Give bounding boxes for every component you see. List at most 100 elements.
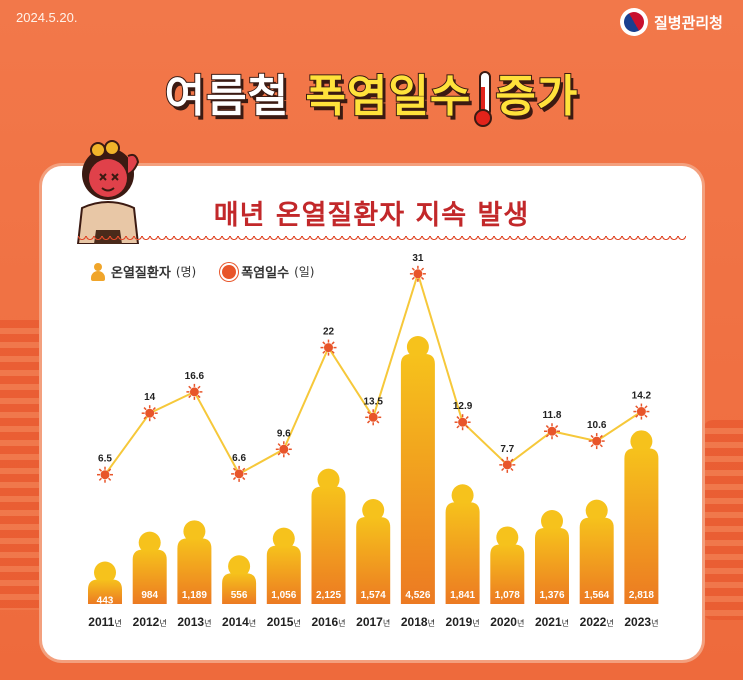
x-tick-label-2012: 2012년: [133, 615, 167, 629]
background-decoration-right: [703, 420, 743, 620]
title-white: 여름철: [164, 70, 290, 123]
bar-head-2015: [272, 527, 295, 550]
heat-days-marker-2023: [633, 403, 650, 420]
heat-days-marker-2015: [275, 441, 292, 458]
bar-value-label-2021: 1,376: [539, 590, 564, 601]
bar-head-2014: [228, 555, 251, 578]
heat-days-value-label-2022: 10.6: [587, 420, 607, 431]
heat-days-marker-2012: [141, 405, 158, 422]
bar-head-2013: [183, 520, 206, 543]
bar-value-label-2016: 2,125: [316, 590, 341, 601]
bar-head-2023: [630, 430, 653, 453]
bar-value-label-2013: 1,189: [182, 590, 207, 601]
bar-head-2018: [406, 336, 429, 358]
person-icon: [90, 262, 106, 281]
bar-2020: [490, 544, 525, 604]
heat-days-value-label-2018: 31: [412, 253, 424, 264]
heat-days-marker-2017: [365, 409, 382, 426]
x-tick-label-2020: 2020년: [490, 615, 524, 629]
bar-value-label-2017: 1,574: [361, 590, 386, 601]
bar-2011: [88, 579, 122, 604]
bar-value-label-2020: 1,078: [495, 590, 520, 601]
bar-value-label-2018: 4,526: [405, 590, 430, 601]
x-tick-label-2019: 2019년: [446, 615, 480, 629]
heat-days-value-label-2019: 12.9: [453, 401, 473, 412]
legend-heat-label: 폭염일수: [241, 266, 290, 281]
x-tick-label-2018: 2018년: [401, 615, 435, 629]
title-yellow-b: 증가: [494, 70, 579, 123]
bar-2019: [445, 502, 480, 604]
heat-days-value-label-2015: 9.6: [277, 428, 291, 439]
page-title: 여름철 폭염일수 증가: [0, 60, 743, 127]
legend-heat-unit: (일): [294, 265, 315, 279]
x-tick-label-2014: 2014년: [222, 615, 256, 629]
sun-icon: [222, 264, 237, 279]
org-name: 질병관리청: [653, 13, 723, 32]
bar-2016: [311, 486, 346, 604]
bar-value-label-2014: 556: [231, 590, 248, 601]
heat-days-value-label-2020: 7.7: [500, 444, 514, 455]
bar-head-2021: [541, 509, 563, 532]
bar-head-2011: [94, 561, 116, 584]
x-tick-label-2022: 2022년: [580, 615, 614, 629]
hot-person-illustration-icon: [76, 140, 140, 244]
heat-days-value-label-2017: 13.5: [363, 396, 383, 407]
legend-patients-unit: (명): [175, 265, 197, 279]
bar-2017: [356, 517, 391, 604]
bar-2012: [132, 549, 167, 604]
heat-days-marker-2022: [588, 433, 605, 450]
bar-value-label-2019: 1,841: [450, 590, 475, 601]
bar-2014: [222, 573, 257, 604]
decorative-wave-divider: [78, 236, 686, 242]
legend-item-patients: 온열질환자 (명): [90, 262, 196, 281]
thermometer-icon: [473, 71, 493, 127]
x-tick-label-2016: 2016년: [311, 615, 345, 629]
x-tick-label-2021: 2021년: [535, 615, 569, 629]
org-badge: 질병관리청: [619, 8, 723, 36]
heat-days-value-label-2011: 6.5: [98, 454, 112, 465]
bar-value-label-2015: 1,056: [271, 590, 296, 601]
bar-head-2022: [585, 499, 608, 522]
x-tick-label-2011: 2011년: [88, 615, 121, 629]
bar-2023: [624, 448, 659, 604]
bar-2021: [535, 527, 569, 604]
chart-subtitle: 매년 온열질환자 지속 발생: [213, 200, 530, 231]
chart-legend: 온열질환자 (명) 폭염일수 (일): [90, 262, 314, 281]
date-label: 2024.5.20.: [16, 10, 78, 25]
x-tick-label-2013: 2013년: [177, 615, 211, 629]
heat-days-marker-2020: [499, 456, 516, 473]
x-tick-label-2023: 2023년: [624, 615, 658, 629]
heat-days-value-label-2021: 11.8: [543, 410, 562, 421]
heat-days-marker-2018: [409, 265, 426, 282]
bar-2022: [579, 517, 614, 604]
bar-value-label-2011: 443: [97, 596, 114, 607]
heat-days-marker-2011: [97, 466, 113, 483]
bar-value-label-2023: 2,818: [629, 590, 654, 601]
heat-days-value-label-2012: 14: [144, 392, 156, 403]
x-tick-label-2015: 2015년: [267, 615, 301, 629]
background-decoration-left: [0, 320, 50, 610]
heat-days-marker-2013: [186, 383, 203, 400]
bar-2018: [400, 354, 435, 604]
government-logo-icon: [619, 8, 648, 36]
bar-head-2017: [362, 499, 385, 522]
bar-head-2019: [451, 484, 474, 507]
heat-days-value-label-2016: 22: [323, 327, 335, 338]
legend-patients-label: 온열질환자: [111, 266, 171, 281]
x-tick-label-2017: 2017년: [356, 615, 390, 629]
title-yellow-a: 폭염일수: [304, 70, 472, 123]
heat-days-marker-2016: [320, 339, 337, 356]
bar-value-label-2012: 984: [141, 590, 158, 601]
heat-days-value-label-2023: 14.2: [632, 391, 652, 402]
heat-days-marker-2014: [231, 465, 248, 482]
bar-head-2012: [138, 531, 161, 554]
heat-days-marker-2019: [454, 414, 471, 431]
heat-days-value-label-2014: 6.6: [232, 453, 246, 464]
bar-2013: [177, 538, 212, 604]
bar-2015: [266, 545, 301, 604]
heat-days-marker-2021: [544, 423, 560, 440]
legend-item-heat-days: 폭염일수 (일): [222, 262, 314, 281]
bar-head-2016: [317, 468, 340, 491]
heat-days-value-label-2013: 16.6: [185, 371, 205, 382]
